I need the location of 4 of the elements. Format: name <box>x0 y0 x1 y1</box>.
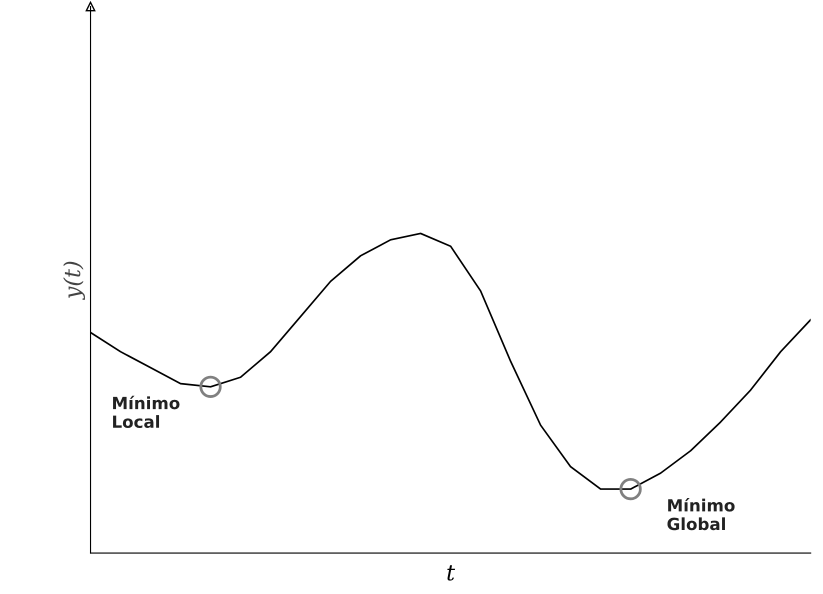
x-axis-title: t <box>447 565 456 581</box>
y-axis-title: y(t) <box>63 262 85 300</box>
annotation: Mínimo Local <box>113 396 180 428</box>
annotation: Mínimo Global <box>667 498 735 530</box>
